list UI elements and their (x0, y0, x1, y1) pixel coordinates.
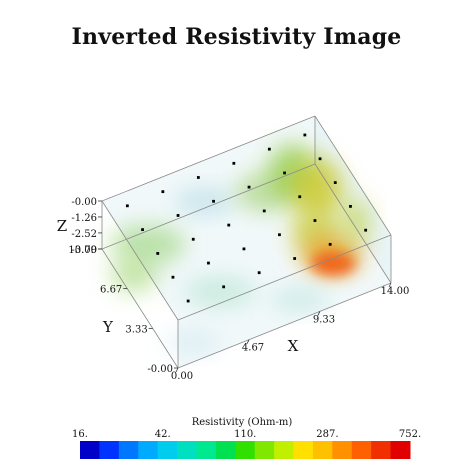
x-tick-label: 14.00 (381, 286, 410, 297)
colorbar-swatch (99, 441, 120, 459)
electrode-grid (125, 133, 368, 303)
colorbar-swatch (215, 441, 236, 459)
volume-blob (269, 287, 330, 312)
electrode-marker (328, 242, 332, 246)
colorbar-tick-label: 42. (155, 429, 171, 440)
volume-blob (339, 198, 372, 247)
colorbar-swatch (312, 441, 333, 459)
colorbar-tick-label: 16. (72, 429, 88, 440)
y-tick-label: -0.00 (147, 364, 173, 375)
volume-blob (291, 158, 344, 223)
volume-blob (174, 187, 235, 216)
electrode-marker (303, 133, 307, 137)
colorbar-swatch (118, 441, 139, 459)
electrode-marker (222, 285, 226, 289)
electrode-marker (278, 233, 281, 237)
colorbar-swatch (138, 441, 159, 459)
z-tick-label: -3.79 (71, 245, 97, 256)
colorbar-swatch (371, 441, 392, 459)
y-tick-label: 3.33 (125, 324, 147, 335)
z-tick-label: -1.26 (71, 213, 97, 224)
volume-blob (183, 275, 256, 308)
colorbar: Resistivity (Ohm-m) 16. 42. 110. 287. 752. (72, 417, 421, 459)
electrode-marker (349, 204, 352, 208)
x-tick-label: 4.67 (242, 343, 264, 354)
electrode-marker (318, 157, 322, 161)
volume-blob (311, 251, 356, 276)
colorbar-swatch (235, 441, 256, 459)
box-edge (314, 163, 392, 284)
bounding-box (101, 115, 392, 369)
colorbar-tick-label: 110. (234, 429, 256, 440)
colorbar-tick-label: 752. (399, 429, 421, 440)
electrode-marker (267, 147, 271, 151)
electrode-marker (293, 257, 297, 260)
colorbar-swatch (157, 441, 178, 459)
colorbar-swatch (196, 441, 217, 459)
electrode-marker (333, 181, 337, 184)
colorbar-tick-label: 287. (316, 429, 338, 440)
electrode-marker (242, 247, 246, 251)
x-tick-mark (317, 311, 321, 316)
colorbar-swatch (254, 441, 275, 459)
x-tick-label: 9.33 (313, 314, 335, 325)
colorbar-swatches (80, 441, 411, 459)
electrode-marker (298, 195, 302, 199)
box-edge (101, 200, 179, 321)
electrode-marker (191, 237, 195, 241)
box-edge (177, 234, 392, 321)
x-tick-mark (388, 282, 392, 288)
electrode-marker (156, 252, 160, 255)
electrode-marker (313, 219, 317, 222)
electrode-marker (227, 223, 231, 227)
colorbar-swatch (80, 441, 100, 459)
electrode-marker (212, 199, 215, 203)
electrode-marker (176, 214, 180, 217)
electrode-marker (186, 299, 190, 303)
colorbar-ticks: 16. 42. 110. 287. 752. (72, 429, 421, 440)
x-axis-label: X (288, 337, 299, 355)
electrode-marker (232, 161, 236, 165)
colorbar-swatch (332, 441, 353, 459)
volume-blob (165, 330, 222, 355)
volume-blob (109, 256, 158, 293)
resistivity-volume (102, 116, 391, 368)
electrode-marker (262, 209, 266, 213)
box-edge (101, 115, 316, 202)
colorbar-swatch (390, 441, 411, 459)
z-axis-label: Z (57, 217, 67, 235)
electrode-marker (161, 190, 165, 194)
x-tick-mark (175, 367, 179, 373)
chart-title: Inverted Resistivity Image (71, 24, 402, 50)
electrode-marker (364, 228, 368, 232)
electrode-marker (283, 171, 286, 175)
colorbar-title: Resistivity (Ohm-m) (192, 417, 293, 428)
y-axis-label: Y (102, 318, 114, 336)
electrode-marker (171, 275, 175, 279)
electrode-marker (207, 261, 210, 265)
electrode-marker (247, 185, 251, 189)
box-edge (314, 115, 392, 236)
y-tick-label: 10.00 (68, 245, 97, 256)
box-edge (101, 248, 179, 369)
box-edge (177, 282, 392, 369)
z-tick-label: -2.52 (71, 229, 97, 240)
colorbar-swatch (177, 441, 197, 459)
electrode-marker (125, 204, 129, 208)
x-tick-label: 0.00 (171, 371, 193, 382)
colorbar-swatch (351, 441, 372, 459)
y-tick-label: 6.67 (100, 285, 122, 296)
colorbar-swatch (293, 441, 314, 459)
box-edge (101, 163, 316, 250)
electrode-marker (141, 228, 144, 232)
electrode-marker (196, 176, 200, 179)
axes: 0.00 4.67 9.33 14.00 -0.00 3.33 6.67 10.00 -0.00… (57, 197, 410, 382)
z-tick-label: -0.00 (71, 197, 97, 208)
electrode-marker (257, 271, 261, 275)
colorbar-swatch (274, 441, 295, 459)
volume-blob (109, 224, 186, 265)
x-tick-mark (246, 339, 250, 344)
